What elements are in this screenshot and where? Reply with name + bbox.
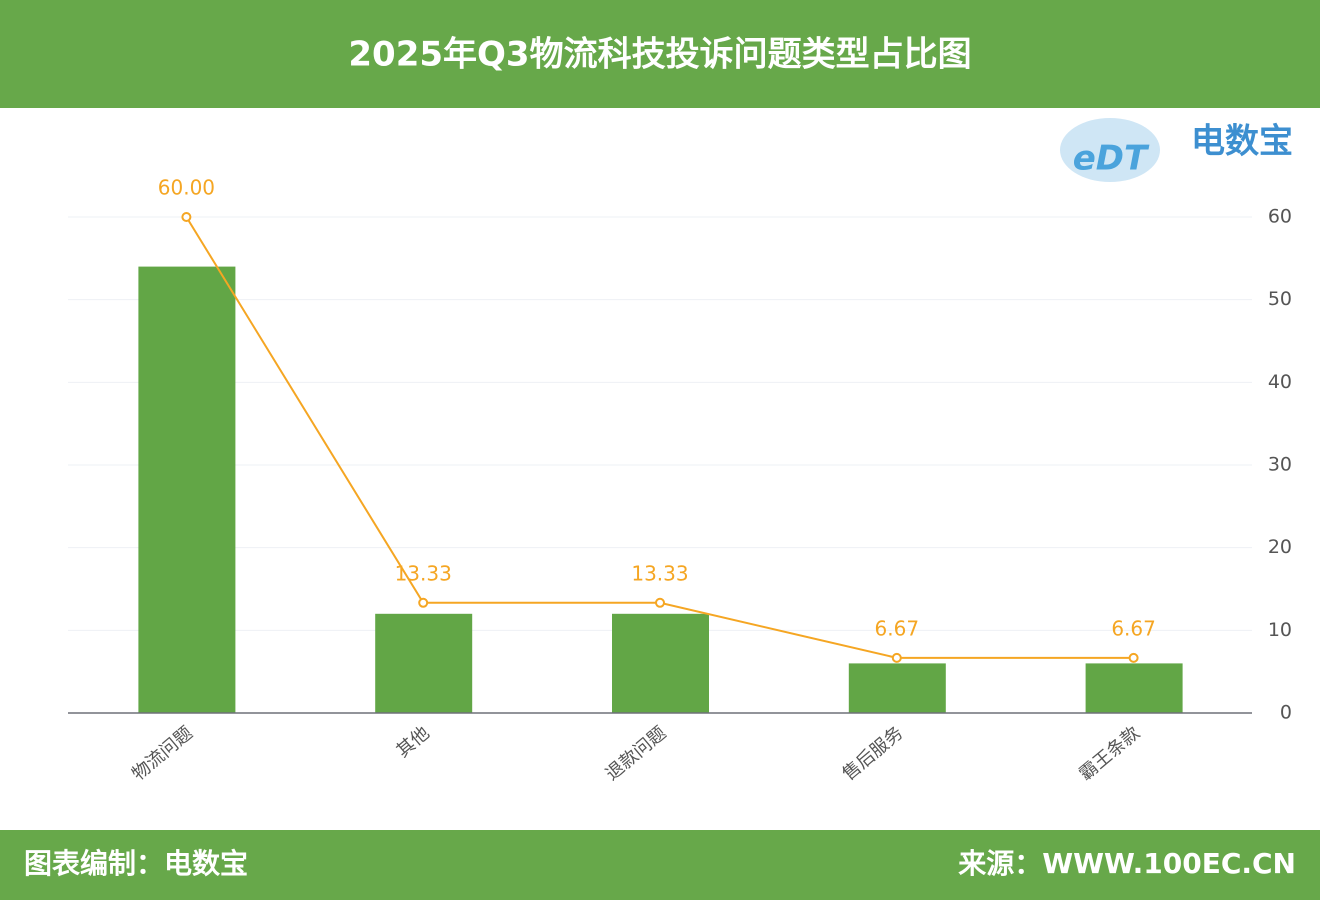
y2-tick-label: 20 (1268, 536, 1292, 558)
line-point (1128, 652, 1139, 663)
footer-left: 图表编制：电数宝 (24, 847, 248, 880)
bar (138, 266, 236, 713)
footer-right: 来源：WWW.100EC.CN (958, 847, 1296, 880)
logo-name: 电数宝 (1191, 122, 1293, 162)
chart-title: 2025年Q3物流科技投诉问题类型占比图 (348, 35, 971, 75)
footer-bar (0, 830, 1320, 900)
bar (1085, 663, 1183, 713)
value-label: 13.33 (631, 561, 688, 585)
header-bar (0, 0, 1320, 108)
y2-tick-label: 30 (1268, 454, 1292, 476)
value-label: 6.67 (875, 616, 920, 640)
y2-tick-label: 10 (1268, 619, 1292, 641)
y2-tick-label: 0 (1280, 702, 1292, 724)
line-point (181, 212, 192, 222)
line-point (418, 597, 429, 608)
line-point (891, 652, 902, 663)
bar (612, 613, 709, 713)
logo-mark: eDT (1073, 139, 1150, 179)
bar (375, 613, 473, 713)
y2-tick-label: 40 (1268, 371, 1292, 393)
value-label: 60.00 (158, 176, 215, 200)
bar (848, 663, 946, 713)
logo-cloud (1060, 118, 1160, 182)
line-point (655, 597, 665, 608)
value-label: 13.33 (395, 561, 452, 585)
y2-tick-label: 60 (1268, 206, 1292, 228)
y2-tick-label: 50 (1268, 288, 1292, 310)
value-label: 6.67 (1111, 616, 1156, 640)
